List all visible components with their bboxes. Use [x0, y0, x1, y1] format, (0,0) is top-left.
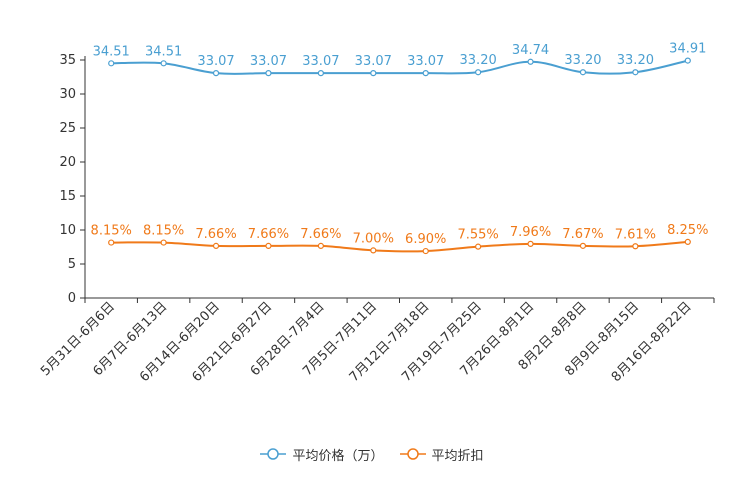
y-tick-label: 20	[59, 155, 76, 170]
data-point[interactable]	[527, 240, 534, 247]
y-tick-label: 10	[59, 223, 76, 238]
y-tick-label: 30	[59, 87, 76, 102]
data-label: 33.07	[302, 54, 339, 69]
data-label: 8.15%	[143, 224, 184, 239]
data-label: 33.20	[460, 53, 497, 68]
data-label: 34.74	[512, 43, 549, 58]
series-line-0	[111, 59, 689, 75]
data-point[interactable]	[632, 243, 639, 250]
data-point[interactable]	[632, 69, 639, 76]
data-point[interactable]	[370, 70, 377, 77]
data-point[interactable]	[579, 242, 587, 249]
data-point[interactable]	[317, 70, 324, 77]
data-label: 7.66%	[195, 227, 236, 242]
data-label: 33.07	[407, 54, 444, 69]
data-point[interactable]	[684, 57, 691, 64]
data-label: 6.90%	[405, 232, 446, 247]
data-point[interactable]	[265, 70, 272, 77]
data-label: 33.20	[617, 53, 654, 68]
data-label: 7.61%	[615, 227, 656, 242]
legend-marker-discount-icon	[399, 448, 426, 460]
data-label: 8.25%	[667, 223, 708, 238]
data-point[interactable]	[317, 242, 324, 250]
data-label: 7.66%	[300, 227, 341, 242]
data-label: 33.07	[355, 54, 392, 69]
data-label: 7.67%	[562, 227, 603, 242]
data-label: 33.07	[197, 54, 234, 69]
data-point[interactable]	[160, 239, 167, 246]
data-point[interactable]	[212, 242, 220, 250]
data-label: 7.55%	[457, 228, 498, 243]
data-point[interactable]	[422, 247, 429, 255]
legend: 平均价格（万） 平均折扣	[0, 441, 744, 467]
data-label: 34.51	[145, 44, 182, 59]
data-point[interactable]	[160, 60, 167, 67]
data-label: 34.51	[93, 44, 130, 59]
data-label: 7.96%	[510, 225, 551, 240]
y-tick-label: 0	[68, 291, 76, 306]
series-line-1	[111, 240, 688, 253]
y-tick-label: 15	[59, 189, 76, 204]
data-label: 33.07	[250, 54, 287, 69]
data-label: 7.66%	[248, 227, 289, 242]
data-label: 8.15%	[91, 224, 132, 239]
data-point[interactable]	[212, 70, 220, 77]
legend-marker-price-icon	[260, 448, 287, 460]
data-point[interactable]	[475, 243, 482, 250]
data-point[interactable]	[475, 69, 482, 76]
y-tick-label: 5	[68, 257, 76, 272]
y-tick-label: 25	[59, 121, 76, 136]
data-point[interactable]	[108, 60, 115, 67]
data-point[interactable]	[684, 238, 691, 245]
data-point[interactable]	[527, 58, 534, 65]
y-tick-label: 35	[59, 53, 76, 68]
data-label: 33.20	[564, 53, 601, 68]
data-label: 34.91	[669, 42, 706, 57]
legend-label-price: 平均价格（万）	[292, 448, 384, 464]
data-point[interactable]	[265, 242, 272, 250]
legend-item-price[interactable]: 平均价格（万）	[260, 445, 384, 464]
legend-item-discount[interactable]: 平均折扣	[399, 445, 484, 464]
data-label: 7.00%	[353, 231, 394, 246]
data-point[interactable]	[422, 70, 429, 77]
data-point[interactable]	[108, 239, 115, 246]
data-point[interactable]	[579, 69, 587, 76]
legend-label-discount: 平均折扣	[431, 448, 484, 464]
data-point[interactable]	[370, 247, 377, 254]
